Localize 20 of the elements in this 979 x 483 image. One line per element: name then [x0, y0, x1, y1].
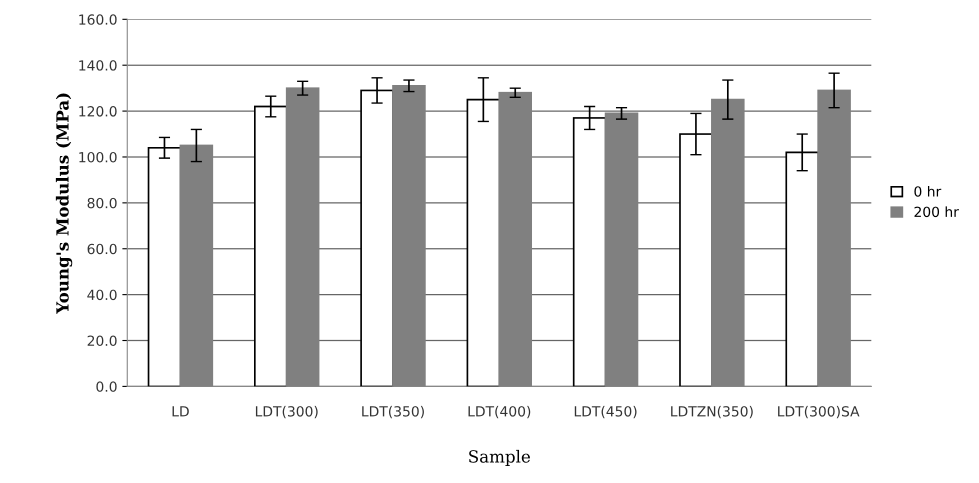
- x-tick-label: LDTZN(350): [671, 406, 753, 418]
- y-tick-label: 140.0: [79, 60, 117, 71]
- x-tick-label: LDT(400): [468, 406, 530, 418]
- x-tick-label: LDT(300)SA: [778, 406, 860, 418]
- legend-label: 0 hr: [914, 186, 942, 197]
- y-tick-label: 20.0: [88, 335, 117, 346]
- y-tick-label: 100.0: [79, 152, 117, 162]
- y-tick-label: 40.0: [87, 290, 117, 300]
- x-axis-title: Sample: [469, 450, 530, 466]
- y-axis-title: Young's Modulus (MPa): [56, 94, 72, 314]
- x-tick-label: LD: [172, 406, 189, 416]
- y-tick-label: 160.0: [79, 14, 117, 25]
- x-tick-label: LDT(450): [574, 406, 637, 418]
- y-tick-label: 120.0: [79, 106, 117, 117]
- y-tick-label: 0.0: [96, 381, 117, 392]
- y-tick-label: 80.0: [88, 198, 117, 208]
- x-tick-label: LDT(350): [362, 406, 424, 418]
- legend-label: 200 hr: [914, 206, 959, 218]
- x-tick-label: LDT(300): [256, 406, 318, 418]
- y-tick-label: 60.0: [88, 244, 117, 254]
